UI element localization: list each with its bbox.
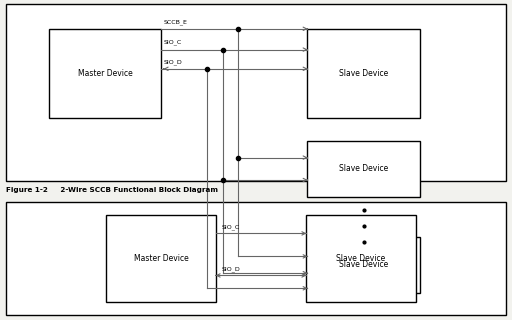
Bar [307,237,420,293]
Bar [6,4,506,181]
Text: Figure 1-2     2-Wire SCCB Functional Block Diagram: Figure 1-2 2-Wire SCCB Functional Block … [6,187,218,193]
Text: SIO_D: SIO_D [221,267,240,272]
Bar [106,215,216,301]
Bar [49,29,161,118]
Bar [6,202,506,315]
Bar [307,141,420,197]
Bar [307,29,420,118]
Text: Slave Device: Slave Device [339,260,388,269]
Text: SIO_D: SIO_D [164,59,183,65]
Text: SIO_C: SIO_C [164,40,182,45]
Text: Master Device: Master Device [134,254,188,263]
Text: SIO_C: SIO_C [221,225,240,230]
Text: Slave Device: Slave Device [336,254,386,263]
Text: Master Device: Master Device [78,69,132,78]
Text: Slave Device: Slave Device [339,69,388,78]
Text: SCCB_E: SCCB_E [164,19,188,25]
Bar [306,215,416,301]
Text: Slave Device: Slave Device [339,164,388,173]
